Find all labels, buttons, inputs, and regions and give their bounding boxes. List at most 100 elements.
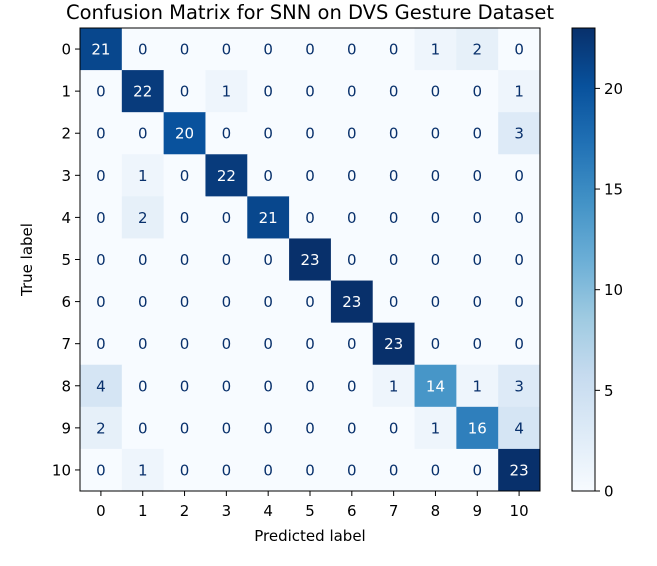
cell-value-label: 0 — [96, 251, 106, 269]
y-tick-label: 7 — [61, 335, 71, 353]
cell-value-label: 0 — [263, 83, 273, 101]
heatmap-cell — [289, 196, 332, 239]
cell-value-label: 0 — [138, 41, 148, 59]
cell-value-label: 0 — [431, 209, 441, 227]
cell-value-label: 22 — [217, 167, 236, 185]
heatmap-cell — [414, 448, 457, 492]
heatmap-cell — [330, 238, 374, 281]
heatmap-cell — [247, 406, 290, 450]
x-axis-ticks: 0 1 2 3 4 5 6 7 8 9 10 — [96, 491, 529, 520]
heatmap-cell — [247, 238, 290, 281]
heatmap-cell — [121, 406, 165, 450]
x-tick-label: 0 — [96, 502, 106, 520]
heatmap-cell — [330, 280, 374, 324]
heatmap-cell — [205, 322, 248, 366]
heatmap-cell — [456, 280, 499, 324]
heatmap-cell — [163, 70, 206, 113]
y-axis-ticks: 0 1 2 3 4 5 6 7 8 9 10 — [52, 41, 80, 479]
cell-value-label: 0 — [222, 293, 232, 311]
cell-value-label: 0 — [222, 41, 232, 59]
cell-value-label: 0 — [263, 335, 273, 353]
cell-value-label: 21 — [259, 209, 278, 227]
cell-value-label: 1 — [431, 419, 441, 437]
heatmap-cell — [289, 112, 332, 155]
cell-value-label: 0 — [347, 167, 357, 185]
cell-value-label: 0 — [263, 293, 273, 311]
heatmap-cell — [372, 406, 415, 450]
heatmap-cell — [372, 238, 415, 281]
colorbar-ticks: 0 5 10 15 20 — [595, 80, 623, 501]
heatmap-cell — [498, 280, 541, 324]
heatmap-cell — [289, 28, 332, 71]
cell-value-label: 0 — [514, 41, 524, 59]
cell-value-label: 0 — [222, 335, 232, 353]
heatmap-cell — [205, 70, 248, 113]
colorbar-tick-label: 15 — [604, 181, 623, 199]
cell-value-label: 0 — [180, 419, 190, 437]
cell-value-label: 16 — [468, 419, 487, 437]
heatmap-cell — [456, 322, 499, 366]
cell-value-label: 0 — [389, 461, 399, 479]
cell-value-label: 0 — [180, 293, 190, 311]
cell-value-label: 0 — [431, 293, 441, 311]
heatmap-cell — [372, 70, 415, 113]
cell-value-label: 23 — [300, 251, 319, 269]
cell-value-label: 0 — [472, 293, 482, 311]
heatmap-cell — [247, 70, 290, 113]
cell-value-label: 0 — [180, 335, 190, 353]
heatmap-cell — [80, 238, 123, 281]
heatmap-cell — [247, 322, 290, 366]
cell-value-label: 0 — [263, 167, 273, 185]
heatmap-cell — [456, 112, 499, 155]
cell-value-label: 0 — [431, 335, 441, 353]
heatmap-cell — [289, 448, 332, 492]
cell-value-label: 14 — [426, 377, 445, 395]
cell-value-label: 1 — [389, 377, 399, 395]
x-tick-label: 7 — [389, 502, 399, 520]
cell-value-label: 23 — [384, 335, 403, 353]
cell-value-label: 0 — [305, 461, 315, 479]
cell-value-label: 0 — [96, 209, 106, 227]
cell-value-label: 1 — [472, 377, 482, 395]
cell-value-label: 0 — [347, 251, 357, 269]
heatmap-cell — [456, 406, 499, 450]
heatmap-cell — [414, 196, 457, 239]
colorbar-tick-label: 5 — [604, 382, 614, 400]
heatmap-cell — [330, 28, 374, 71]
cell-value-label: 0 — [96, 293, 106, 311]
heatmap-cell — [330, 448, 374, 492]
heatmap-cell — [372, 28, 415, 71]
heatmap-cell — [289, 406, 332, 450]
heatmap-cell — [205, 112, 248, 155]
cell-value-label: 0 — [389, 125, 399, 143]
heatmap-cell — [205, 364, 248, 408]
cell-value-label: 0 — [96, 461, 106, 479]
heatmap-cell — [80, 364, 123, 408]
cell-value-label: 1 — [514, 83, 524, 101]
heatmap-cell — [414, 322, 457, 366]
heatmap-cell — [289, 364, 332, 408]
cell-value-label: 0 — [138, 377, 148, 395]
heatmap-cell — [456, 196, 499, 239]
heatmap-cells — [80, 28, 541, 492]
colorbar-tick-label: 10 — [604, 281, 623, 299]
cell-value-label: 0 — [389, 251, 399, 269]
cell-value-label: 0 — [180, 377, 190, 395]
cell-value-label: 1 — [138, 167, 148, 185]
heatmap-cell — [121, 70, 165, 113]
heatmap-cell — [289, 154, 332, 197]
cell-value-label: 0 — [96, 83, 106, 101]
cell-value-label: 0 — [347, 209, 357, 227]
heatmap-cell — [330, 322, 374, 366]
heatmap-cell — [372, 196, 415, 239]
cell-value-label: 0 — [180, 209, 190, 227]
y-tick-label: 1 — [61, 83, 71, 101]
heatmap-cell — [289, 280, 332, 324]
heatmap-cell — [414, 238, 457, 281]
cell-value-label: 0 — [96, 335, 106, 353]
x-axis-label: Predicted label — [254, 527, 365, 545]
heatmap-cell — [80, 70, 123, 113]
heatmap-cell — [80, 28, 123, 71]
heatmap-cell — [498, 322, 541, 366]
cell-value-label: 0 — [472, 167, 482, 185]
